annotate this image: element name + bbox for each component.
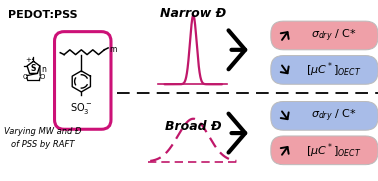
Text: $[\mu C^*]_{OECT}$: $[\mu C^*]_{OECT}$ [306, 141, 362, 160]
Text: O: O [22, 74, 28, 80]
Text: O: O [39, 74, 45, 80]
Text: Varying MW and Đ
of PSS by RAFT: Varying MW and Đ of PSS by RAFT [4, 127, 82, 149]
Text: S: S [31, 64, 36, 73]
FancyBboxPatch shape [271, 102, 378, 130]
Text: PEDOT:PSS: PEDOT:PSS [8, 10, 78, 20]
Text: •: • [30, 57, 33, 62]
Text: $\sigma_{dry}$ / C*: $\sigma_{dry}$ / C* [311, 27, 357, 44]
Text: $\sigma_{dry}$ / C*: $\sigma_{dry}$ / C* [311, 108, 357, 124]
Text: $[\mu C^*]_{OECT}$: $[\mu C^*]_{OECT}$ [306, 61, 362, 79]
Text: +: + [26, 57, 32, 63]
Text: m: m [109, 45, 116, 54]
Text: n: n [41, 65, 46, 74]
FancyBboxPatch shape [271, 136, 378, 165]
FancyBboxPatch shape [54, 32, 111, 129]
Text: Broad Đ: Broad Đ [165, 120, 222, 133]
Text: Narrow Đ: Narrow Đ [160, 7, 226, 20]
FancyBboxPatch shape [271, 21, 378, 50]
FancyBboxPatch shape [271, 56, 378, 84]
Text: $\mathrm{SO_3^-}$: $\mathrm{SO_3^-}$ [70, 101, 93, 115]
